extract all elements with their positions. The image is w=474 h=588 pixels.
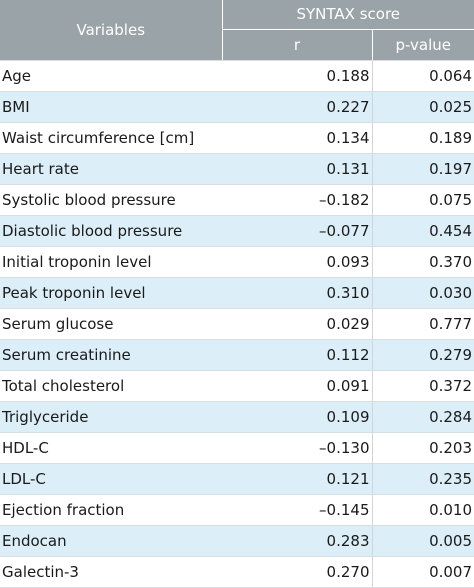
r-value-cell: 0.270 [222,556,373,588]
table-row: Serum creatinine 0.112 0.279 [0,339,474,371]
variable-cell: LDL-C [0,463,222,495]
r-value-cell: –0.145 [222,494,373,526]
table-row: Triglyceride 0.109 0.284 [0,401,474,433]
variable-cell: Heart rate [0,153,222,185]
r-value-cell: 0.029 [222,308,373,340]
variable-cell: Ejection fraction [0,494,222,526]
table-row: Total cholesterol 0.091 0.372 [0,370,474,402]
p-value-cell: 0.777 [372,308,474,340]
p-value-cell: 0.284 [372,401,474,433]
table-row: BMI 0.227 0.025 [0,91,474,123]
r-value-cell: 0.112 [222,339,373,371]
table-row: LDL-C 0.121 0.235 [0,463,474,495]
table-row: Initial troponin level 0.093 0.370 [0,246,474,278]
variable-cell: BMI [0,91,222,123]
p-value-cell: 0.025 [372,91,474,123]
p-value-cell: 0.370 [372,246,474,278]
table-row: Heart rate 0.131 0.197 [0,153,474,185]
variable-cell: Total cholesterol [0,370,222,402]
p-value-cell: 0.007 [372,556,474,588]
p-value-cell: 0.372 [372,370,474,402]
p-value-cell: 0.064 [372,60,474,92]
p-value-cell: 0.005 [372,525,474,557]
r-value-cell: 0.283 [222,525,373,557]
table-row: Peak troponin level 0.310 0.030 [0,277,474,309]
r-value-cell: 0.121 [222,463,373,495]
p-value-column-header: p-value [372,29,474,61]
p-value-cell: 0.010 [372,494,474,526]
p-value-cell: 0.203 [372,432,474,464]
table-row: HDL-C –0.130 0.203 [0,432,474,464]
variable-cell: HDL-C [0,432,222,464]
table-row: Age 0.188 0.064 [0,60,474,92]
table-row: Serum glucose 0.029 0.777 [0,308,474,340]
variable-cell: Peak troponin level [0,277,222,309]
r-value-cell: 0.188 [222,60,373,92]
table-row: Endocan 0.283 0.005 [0,525,474,557]
syntax-score-group-header: SYNTAX score [222,0,474,31]
p-value-cell: 0.197 [372,153,474,185]
variable-cell: Serum glucose [0,308,222,340]
variable-cell: Endocan [0,525,222,557]
r-value-cell: 0.091 [222,370,373,402]
r-value-cell: 0.093 [222,246,373,278]
variable-cell: Age [0,60,222,92]
r-value-cell: –0.077 [222,215,373,247]
r-column-header: r [222,29,373,61]
table-row: Galectin-3 0.270 0.007 [0,556,474,588]
table-row: Systolic blood pressure –0.182 0.075 [0,184,474,216]
variable-cell: Galectin-3 [0,556,222,588]
table-body: Age 0.188 0.064 BMI 0.227 0.025 Waist circumfe… [0,60,474,588]
p-value-cell: 0.030 [372,277,474,309]
r-value-cell: –0.130 [222,432,373,464]
r-value-cell: –0.182 [222,184,373,216]
variables-column-header: Variables [0,0,223,61]
table-row: Waist circumference [cm] 0.134 0.189 [0,122,474,154]
variable-cell: Waist circumference [cm] [0,122,222,154]
table-row: Ejection fraction –0.145 0.010 [0,494,474,526]
variable-cell: Initial troponin level [0,246,222,278]
r-value-cell: 0.131 [222,153,373,185]
p-value-cell: 0.189 [372,122,474,154]
r-value-cell: 0.109 [222,401,373,433]
p-value-cell: 0.279 [372,339,474,371]
p-value-cell: 0.235 [372,463,474,495]
variable-cell: Systolic blood pressure [0,184,222,216]
variable-cell: Triglyceride [0,401,222,433]
table-header: Variables SYNTAX score r p-value [0,0,474,61]
variable-cell: Diastolic blood pressure [0,215,222,247]
r-value-cell: 0.227 [222,91,373,123]
variable-cell: Serum creatinine [0,339,222,371]
r-value-cell: 0.134 [222,122,373,154]
p-value-cell: 0.454 [372,215,474,247]
table-row: Diastolic blood pressure –0.077 0.454 [0,215,474,247]
r-value-cell: 0.310 [222,277,373,309]
p-value-cell: 0.075 [372,184,474,216]
